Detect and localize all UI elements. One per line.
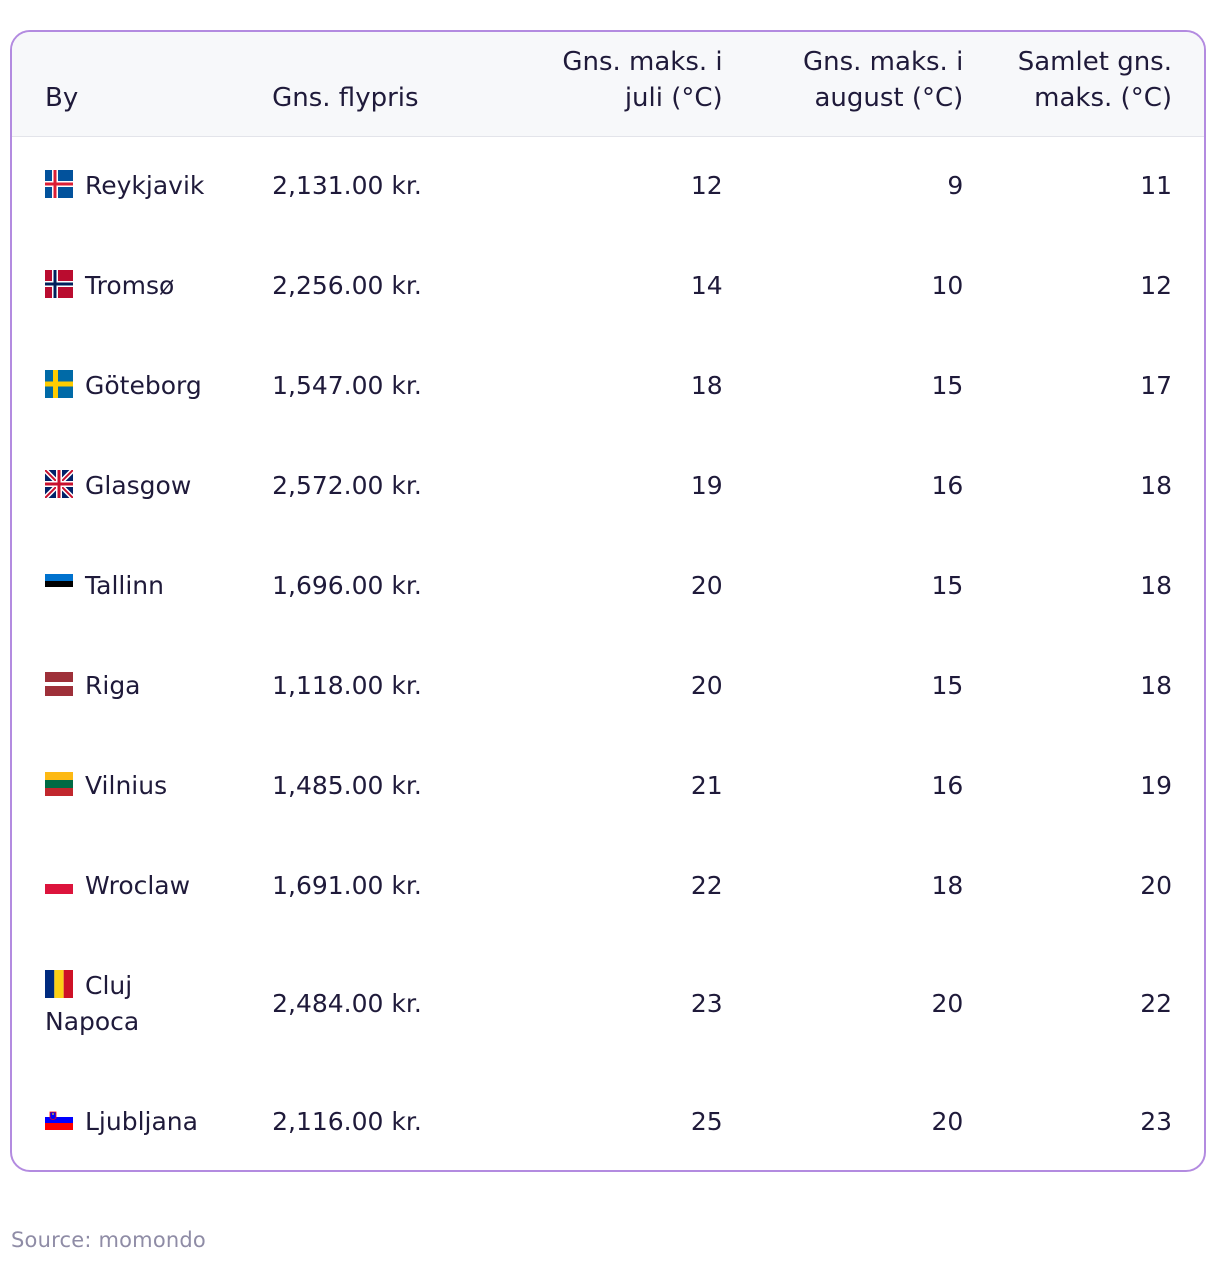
city-cell: Riga bbox=[12, 636, 272, 736]
price-cell: 2,484.00 kr. bbox=[272, 989, 422, 1018]
table-header-row: By Gns. flypris Gns. maks. i juli (°C) Gn… bbox=[12, 32, 1204, 136]
source-caption: Source: momondo bbox=[11, 1228, 206, 1252]
city-cell: Ljubljana bbox=[12, 1072, 272, 1170]
july-cell: 19 bbox=[690, 471, 723, 500]
overall-cell: 22 bbox=[1140, 989, 1172, 1018]
overall-cell: 23 bbox=[1140, 1107, 1172, 1136]
july-cell: 14 bbox=[690, 271, 723, 300]
price-cell: 2,256.00 kr. bbox=[272, 271, 422, 300]
table-row: Tallinn 1,696.00 kr. 20 15 18 bbox=[12, 536, 1204, 636]
city-cell: Tallinn bbox=[12, 536, 272, 636]
overall-cell: 11 bbox=[1140, 171, 1172, 201]
table-row: Wroclaw 1,691.00 kr. 22 18 20 bbox=[12, 836, 1204, 936]
lithuania-flag-icon bbox=[45, 770, 73, 798]
price-cell: 1,547.00 kr. bbox=[272, 371, 422, 400]
city-name: Riga bbox=[85, 671, 141, 700]
city-name: Vilnius bbox=[85, 771, 168, 800]
city-name: Cluj Napoca bbox=[45, 971, 140, 1036]
city-cell: Göteborg bbox=[12, 336, 272, 436]
august-cell: 18 bbox=[931, 871, 964, 900]
august-cell: 20 bbox=[931, 989, 964, 1018]
romania-flag-icon bbox=[45, 970, 73, 998]
city-cell: Tromsø bbox=[12, 236, 272, 336]
city-cell: Vilnius bbox=[12, 736, 272, 836]
overall-cell: 17 bbox=[1140, 371, 1172, 400]
august-cell: 20 bbox=[931, 1107, 964, 1136]
july-cell: 18 bbox=[690, 371, 723, 400]
city-name: Göteborg bbox=[85, 371, 202, 400]
sweden-flag-icon bbox=[45, 370, 73, 398]
price-cell: 2,116.00 kr. bbox=[272, 1107, 422, 1136]
latvia-flag-icon bbox=[45, 670, 73, 698]
city-cell: Glasgow bbox=[12, 436, 272, 536]
august-cell: 15 bbox=[931, 671, 964, 700]
city-name: Tromsø bbox=[85, 271, 175, 300]
price-cell: 1,696.00 kr. bbox=[272, 571, 422, 600]
city-name: Reykjavik bbox=[85, 171, 205, 201]
price-cell: 1,118.00 kr. bbox=[272, 671, 422, 700]
july-cell: 20 bbox=[690, 571, 723, 600]
july-cell: 21 bbox=[690, 771, 723, 800]
table-row: Göteborg 1,547.00 kr. 18 15 17 bbox=[12, 336, 1204, 436]
norway-flag-icon bbox=[45, 270, 73, 298]
july-cell: 23 bbox=[690, 989, 723, 1018]
temperature-price-table-card: By Gns. flypris Gns. maks. i juli (°C) Gn… bbox=[10, 30, 1206, 1172]
july-cell: 25 bbox=[690, 1107, 723, 1136]
header-july: Gns. maks. i juli (°C) bbox=[562, 46, 723, 113]
price-cell: 1,691.00 kr. bbox=[272, 871, 422, 900]
table-row: Reykjavik 2,131.00 kr. 12 9 11 bbox=[12, 136, 1204, 236]
table-row: Vilnius 1,485.00 kr. 21 16 19 bbox=[12, 736, 1204, 836]
header-city: By bbox=[45, 82, 79, 113]
destinations-table: By Gns. flypris Gns. maks. i juli (°C) Gn… bbox=[12, 32, 1204, 1170]
overall-cell: 20 bbox=[1140, 871, 1172, 900]
table-row: Riga 1,118.00 kr. 20 15 18 bbox=[12, 636, 1204, 736]
july-cell: 20 bbox=[690, 671, 723, 700]
header-price: Gns. flypris bbox=[272, 82, 419, 113]
overall-cell: 18 bbox=[1140, 471, 1172, 500]
estonia-flag-icon bbox=[45, 570, 73, 598]
city-name: Tallinn bbox=[85, 571, 164, 600]
price-cell: 1,485.00 kr. bbox=[272, 771, 422, 800]
city-name: Glasgow bbox=[85, 471, 192, 500]
overall-cell: 18 bbox=[1140, 671, 1172, 700]
table-row: Tromsø 2,256.00 kr. 14 10 12 bbox=[12, 236, 1204, 336]
city-cell: Wroclaw bbox=[12, 836, 272, 936]
slovenia-flag-icon bbox=[45, 1106, 73, 1134]
august-cell: 9 bbox=[947, 171, 964, 201]
table-row: Cluj Napoca 2,484.00 kr. 23 20 22 bbox=[12, 936, 1204, 1072]
july-cell: 22 bbox=[690, 871, 723, 900]
overall-cell: 18 bbox=[1140, 571, 1172, 600]
city-cell: Cluj Napoca bbox=[12, 936, 272, 1072]
august-cell: 15 bbox=[931, 571, 964, 600]
header-overall: Samlet gns. maks. (°C) bbox=[1017, 46, 1172, 113]
august-cell: 10 bbox=[931, 271, 964, 300]
august-cell: 15 bbox=[931, 371, 964, 400]
table-row: Ljubljana 2,116.00 kr. 25 20 23 bbox=[12, 1072, 1204, 1170]
city-cell: Reykjavik bbox=[12, 136, 272, 236]
overall-cell: 12 bbox=[1140, 271, 1172, 300]
poland-flag-icon bbox=[45, 870, 73, 898]
august-cell: 16 bbox=[931, 471, 964, 500]
july-cell: 12 bbox=[690, 171, 723, 201]
iceland-flag-icon bbox=[45, 170, 73, 199]
city-name: Ljubljana bbox=[85, 1107, 198, 1136]
price-cell: 2,572.00 kr. bbox=[272, 471, 422, 500]
header-august: Gns. maks. i august (°C) bbox=[802, 46, 964, 113]
uk-flag-icon bbox=[45, 470, 73, 498]
city-name: Wroclaw bbox=[85, 871, 191, 900]
overall-cell: 19 bbox=[1140, 771, 1172, 800]
table-row: Glasgow 2,572.00 kr. 19 16 18 bbox=[12, 436, 1204, 536]
price-cell: 2,131.00 kr. bbox=[272, 171, 422, 201]
august-cell: 16 bbox=[931, 771, 964, 800]
